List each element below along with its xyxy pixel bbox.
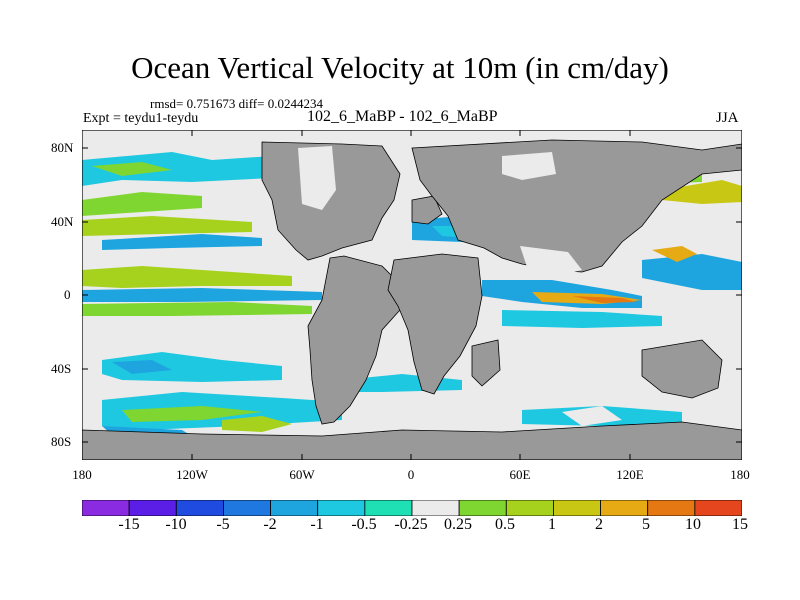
colorbar-cell [553,500,601,516]
colorbar-label: 10 [685,516,701,533]
lon-tick-120w: 120W [176,467,208,482]
colorbar-cell [694,500,742,516]
colorbar-label: 0.5 [495,516,515,533]
plot-title: Ocean Vertical Velocity at 10m (in cm/da… [131,50,669,85]
colorbar-label: -2 [263,516,277,533]
lon-tick-180e: 180 [730,467,750,482]
lon-tick-120e: 120E [616,467,644,482]
season-label: JJA [716,110,739,126]
lon-tick-0: 0 [407,467,415,482]
colorbar-label: 5 [642,516,650,533]
experiment-label: Expt = teydu1-teydu [83,111,199,126]
case-label: 102_6_MaBP - 102_6_MaBP [307,108,498,125]
velocity-map [82,130,742,460]
stats-text: rmsd= 0.751673 diff= 0.0244234 [150,96,323,111]
colorbar-cell [458,500,507,516]
colorbar-cell [175,500,224,516]
lat-ticks [82,147,742,443]
colorbar-cell [317,500,366,516]
colorbar-label: -10 [165,516,187,533]
colorbar-label: 15 [732,516,748,533]
colorbar-label: 2 [595,516,603,533]
colorbar-cell [223,500,271,516]
colorbar [82,500,742,516]
colorbar-label: 0.25 [444,516,472,533]
colorbar-cell [600,500,649,516]
lat-tick-40n: 40N [51,214,74,229]
colorbar-label: -0.25 [394,516,428,533]
lat-tick-80s: 80S [51,434,72,449]
colorbar-label: -1 [310,516,324,533]
colorbar-label: -15 [118,516,140,533]
colorbar-label: -0.5 [351,516,377,533]
colorbar-cell [647,500,696,516]
land-masses [82,139,742,460]
colorbar-cell [505,500,554,516]
lat-tick-80n: 80N [51,140,74,155]
colorbar-cell [270,500,319,516]
lon-tick-60w: 60W [289,467,315,482]
lon-tick-180w: 180 [72,467,92,482]
colorbar-cell [364,500,413,516]
colorbar-label: -5 [216,516,230,533]
lat-tick-0: 0 [64,287,71,302]
colorbar-label: 1 [548,516,556,533]
colorbar-cell [82,500,130,516]
colorbar-cell [128,500,177,516]
lon-ticks [191,130,631,460]
lat-tick-40s: 40S [51,361,72,376]
lon-tick-60e: 60E [509,467,531,482]
colorbar-cell [411,500,460,516]
